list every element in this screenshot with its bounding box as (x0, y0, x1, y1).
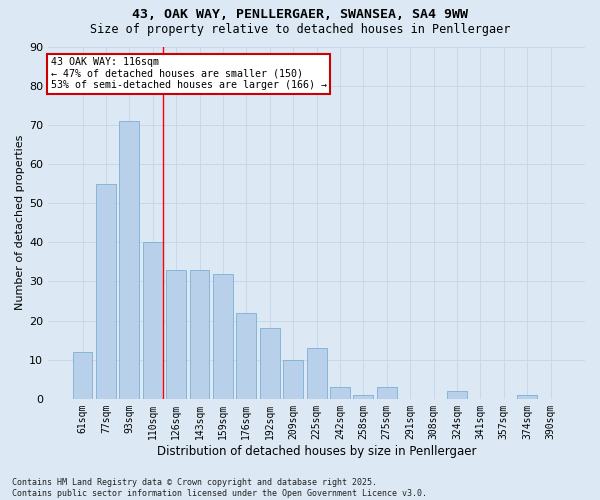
Bar (447, 391, 467, 399)
Y-axis label: Number of detached properties: Number of detached properties (15, 135, 25, 310)
Bar (190, 270, 209, 399)
X-axis label: Distribution of detached houses by size in Penllergaer: Distribution of detached houses by size … (157, 444, 476, 458)
Bar (213, 274, 233, 399)
Bar (96, 184, 116, 399)
Bar (377, 387, 397, 399)
Bar (119, 121, 139, 399)
Bar (143, 242, 163, 399)
Bar (73, 352, 92, 399)
Bar (307, 348, 326, 399)
Bar (330, 387, 350, 399)
Bar (166, 270, 186, 399)
Bar (260, 328, 280, 399)
Bar (517, 395, 537, 399)
Bar (236, 312, 256, 399)
Text: Contains HM Land Registry data © Crown copyright and database right 2025.
Contai: Contains HM Land Registry data © Crown c… (12, 478, 427, 498)
Text: Size of property relative to detached houses in Penllergaer: Size of property relative to detached ho… (90, 22, 510, 36)
Bar (283, 360, 303, 399)
Bar (353, 395, 373, 399)
Text: 43 OAK WAY: 116sqm
← 47% of detached houses are smaller (150)
53% of semi-detach: 43 OAK WAY: 116sqm ← 47% of detached hou… (51, 57, 327, 90)
Text: 43, OAK WAY, PENLLERGAER, SWANSEA, SA4 9WW: 43, OAK WAY, PENLLERGAER, SWANSEA, SA4 9… (132, 8, 468, 20)
